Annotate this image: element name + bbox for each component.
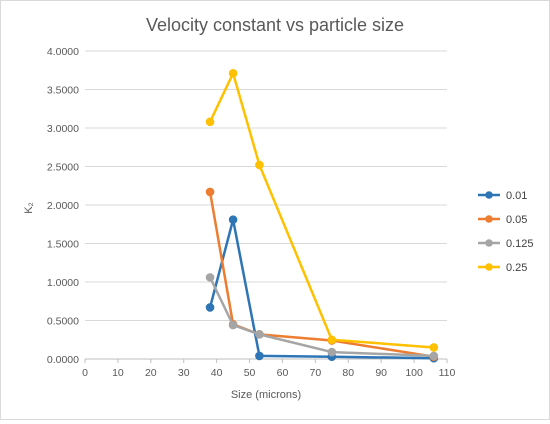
x-tick-label: 40 (211, 367, 223, 379)
data-point (429, 343, 439, 352)
data-point (205, 273, 215, 282)
series-0.25 (205, 69, 439, 352)
series-0.125 (205, 273, 439, 361)
y-tick-label: 3.5000 (47, 85, 79, 97)
axes: 0.0000 0.5000 1.0000 1.5000 2.0000 2.5000 3.00… (47, 46, 456, 379)
x-tick-label: 0 (82, 367, 88, 379)
x-tick-label: 60 (277, 367, 289, 379)
legend-item: 0.05 (478, 214, 527, 226)
series-0.01 (205, 215, 439, 363)
series-line (208, 72, 434, 349)
data-point (327, 347, 337, 357)
y-tick-label: 4.0000 (47, 46, 79, 58)
legend-label: 0.05 (506, 214, 527, 226)
legend-item: 0.25 (478, 262, 527, 274)
x-tick-label: 20 (145, 367, 157, 379)
data-point (228, 215, 238, 224)
data-point (205, 117, 215, 127)
legend-label: 0.01 (506, 190, 527, 202)
data-point (255, 351, 264, 361)
data-point (327, 335, 337, 345)
legend-marker (485, 215, 493, 223)
y-axis-label: K₂ (23, 202, 35, 214)
data-point (255, 330, 264, 339)
legend-item: 0.01 (478, 190, 527, 202)
x-tick-label: 50 (244, 367, 256, 379)
x-tick-label: 30 (178, 367, 190, 379)
series-line (208, 218, 434, 360)
x-tick-label: 70 (310, 367, 322, 379)
data-point (205, 303, 215, 312)
x-axis-label: Size (microns) (231, 389, 301, 401)
y-tick-label: 0.5000 (47, 316, 79, 328)
legend: 0.01 0.05 0.125 0.25 (478, 190, 534, 274)
x-tick-label: 100 (405, 367, 423, 379)
data-point (205, 187, 215, 197)
series-0.05 (205, 187, 439, 361)
y-tick-label: 3.0000 (47, 123, 79, 135)
legend-marker (485, 239, 493, 247)
series-plot-area (205, 69, 439, 363)
legend-marker (485, 263, 493, 271)
y-tick-label: 1.5000 (47, 239, 79, 251)
y-tick-label: 2.5000 (47, 162, 79, 174)
legend-item: 0.125 (478, 238, 534, 250)
gridlines (85, 50, 447, 321)
data-point (228, 69, 238, 78)
legend-label: 0.125 (506, 238, 534, 250)
y-tick-label: 0.0000 (47, 354, 79, 366)
x-tick-label: 80 (342, 367, 354, 379)
legend-label: 0.25 (506, 262, 527, 274)
x-tick-label: 110 (439, 367, 456, 379)
legend-marker (485, 191, 493, 199)
y-tick-label: 1.0000 (47, 277, 79, 289)
x-tick-label: 90 (375, 367, 387, 379)
chart-title: Velocity constant vs particle size (146, 15, 404, 35)
data-point (228, 320, 238, 330)
data-point (255, 160, 264, 170)
data-point (429, 351, 439, 361)
x-tick-label: 10 (112, 367, 124, 379)
y-tick-label: 2.0000 (47, 200, 79, 212)
